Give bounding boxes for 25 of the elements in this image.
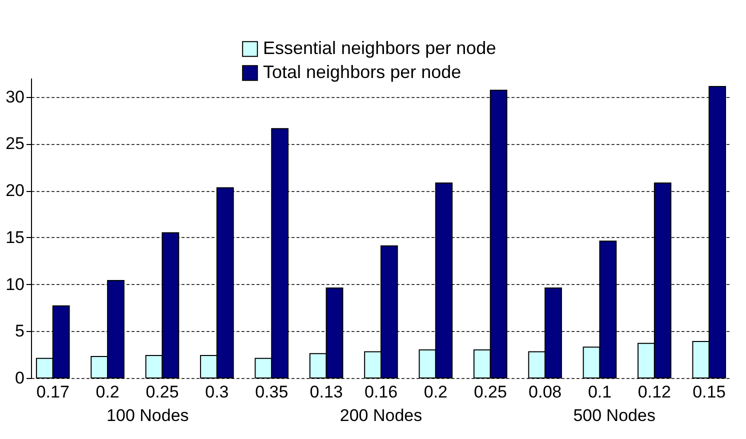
x-tick-label: 0.12	[638, 382, 671, 402]
y-tick-label: 25	[6, 134, 24, 154]
x-tick-label: 0.1	[588, 382, 612, 402]
x-tick-label: 0.35	[255, 382, 288, 402]
text: 100 Nodes	[106, 406, 189, 425]
x-tick-label: 0.15	[692, 382, 726, 402]
legend-label: Essential neighbors per node	[263, 38, 496, 58]
x-tick-label: 0.16	[364, 382, 398, 402]
y-tick-label: 5	[15, 322, 24, 341]
legend-label: Total neighbors per node	[263, 62, 462, 82]
x-tick-label: 0.2	[424, 382, 448, 402]
text: 500 Nodes	[573, 406, 656, 425]
x-tick-label: 0.08	[528, 382, 562, 402]
x-tick-label: 0.25	[474, 382, 507, 402]
x-tick-label: 0.25	[146, 382, 179, 402]
y-tick-label: 15	[6, 228, 24, 247]
y-tick-label: 20	[6, 181, 24, 200]
y-tick-label: 10	[6, 274, 24, 294]
x-tick-label: 0.13	[310, 382, 343, 402]
x-tick-label: 0.2	[96, 382, 120, 402]
x-tick-label: 0.17	[36, 382, 70, 402]
x-tick-label: 0.3	[205, 382, 229, 402]
y-tick-label: 0	[15, 368, 24, 388]
text: 200 Nodes	[340, 406, 422, 425]
y-tick-label: 30	[6, 87, 24, 106]
